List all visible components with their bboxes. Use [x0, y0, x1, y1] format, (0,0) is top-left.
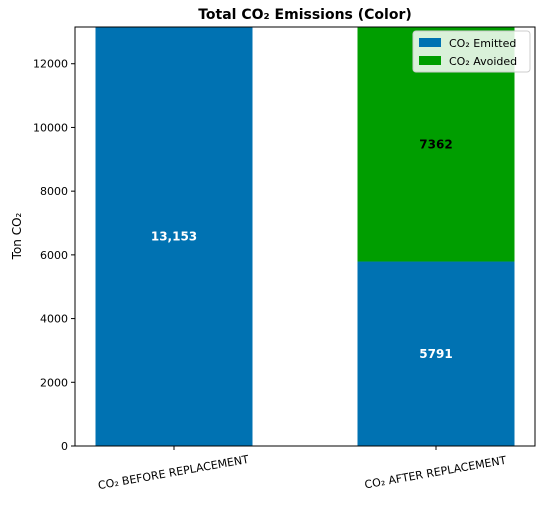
plot-frame: [74, 26, 536, 447]
legend-swatch-co-avoided: [419, 56, 441, 65]
y-tick-label: 8000: [40, 185, 68, 198]
y-tick-label: 2000: [40, 376, 68, 389]
x-tick-label: CO₂ BEFORE REPLACEMENT: [97, 453, 250, 492]
x-tick-label: CO₂ AFTER REPLACEMENT: [364, 454, 508, 492]
legend-label-co-emitted: CO₂ Emitted: [449, 37, 516, 50]
legend-box: [412, 30, 531, 73]
legend: CO₂ Emitted CO₂ Avoided: [412, 30, 531, 73]
y-tick-label: 0: [61, 440, 68, 453]
y-tick-label: 10000: [33, 121, 68, 134]
y-tick-label: 6000: [40, 249, 68, 262]
chart-title: Total CO₂ Emissions (Color): [198, 7, 412, 23]
data-label-co-avoided-2: 7362: [419, 137, 452, 151]
y-axis-label: Ton CO₂: [10, 212, 24, 260]
y-tick-label: 4000: [40, 313, 68, 326]
legend-label-co-avoided: CO₂ Avoided: [449, 55, 517, 68]
legend-swatch-co-emitted: [419, 38, 441, 47]
plot-area: 13,153 CO₂ BEFORE REPLACEMENT 5791 7362 CO₂ …: [33, 26, 536, 492]
y-tick-label: 12000: [33, 58, 68, 71]
bar-co-emitted-2: [357, 261, 515, 446]
data-label-co-emitted-2: 5791: [419, 347, 452, 361]
bar-co-emitted-1: [95, 27, 253, 446]
data-label-co-emitted-1: 13,153: [151, 230, 197, 244]
